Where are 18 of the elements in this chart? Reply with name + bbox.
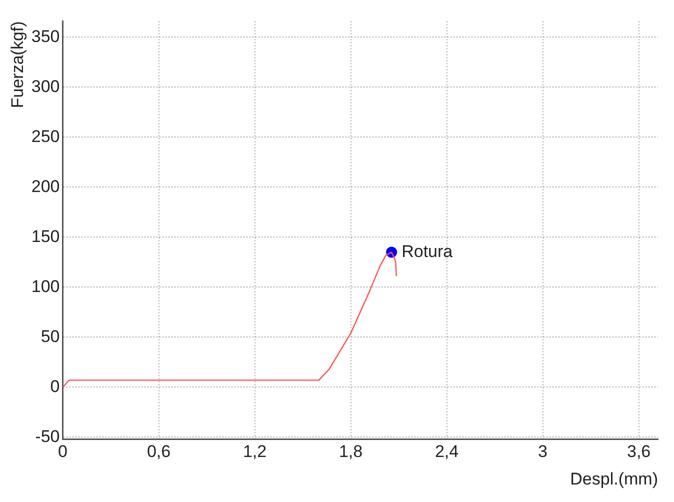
y-tick-label: 300 [31, 76, 60, 96]
y-tick-label: 0 [50, 376, 60, 396]
x-tick-label: 2,4 [434, 442, 459, 462]
x-tick-label: 3,6 [626, 442, 651, 462]
x-axis-title: Despl.(mm) [570, 469, 658, 488]
y-tick-label: 200 [31, 176, 60, 196]
y-axis-title: Fuerza(kgf) [8, 21, 27, 108]
x-tick-label: 0,6 [146, 442, 171, 462]
annotation: Rotura [402, 242, 454, 261]
x-tick-label: 1,8 [338, 442, 363, 462]
y-tick-label: 250 [31, 126, 60, 146]
y-tick-label: 350 [31, 26, 60, 46]
y-tick-label: 100 [31, 276, 60, 296]
y-tick-label: 50 [40, 326, 60, 346]
x-tick-label: 1,2 [242, 442, 267, 462]
y-tick-label: 150 [31, 226, 60, 246]
x-tick-label: 3 [538, 442, 548, 462]
y-tick-label: -50 [35, 426, 60, 446]
